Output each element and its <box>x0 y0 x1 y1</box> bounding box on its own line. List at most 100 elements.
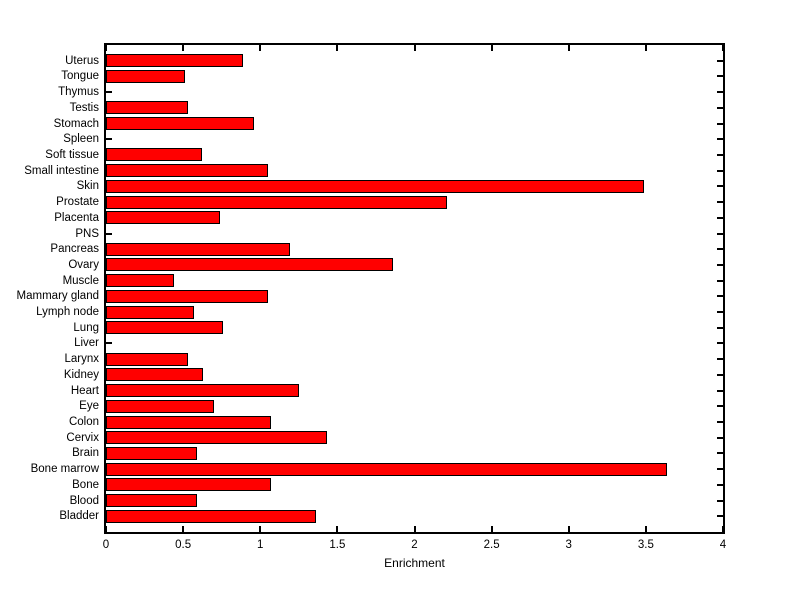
ytick-label-uterus: Uterus <box>65 54 99 67</box>
ytick-label-muscle: Muscle <box>62 274 99 287</box>
bar-bone <box>106 478 271 492</box>
ytick-label-bone-marrow: Bone marrow <box>30 463 99 476</box>
y-tick-right-lung <box>717 326 723 329</box>
bar-lung <box>106 321 223 335</box>
y-tick-right-thymus <box>717 91 723 94</box>
ytick-label-tongue: Tongue <box>61 70 99 83</box>
xtick-label-4: 4 <box>719 539 727 551</box>
ytick-label-skin: Skin <box>76 180 99 193</box>
ytick-label-colon: Colon <box>68 416 99 429</box>
y-tick-right-bone-marrow <box>717 468 723 471</box>
xtick-label-0: 0 <box>102 539 110 551</box>
bar-placenta <box>106 211 220 225</box>
x-tick-bottom-2.5 <box>490 526 493 532</box>
bar-skin <box>106 179 644 193</box>
y-tick-right-tongue <box>717 75 723 78</box>
ytick-label-small-intestine: Small intestine <box>24 164 99 177</box>
ytick-label-blood: Blood <box>69 494 99 507</box>
ytick-label-heart: Heart <box>70 384 99 397</box>
y-tick-right-ovary <box>717 263 723 266</box>
y-tick-left-thymus <box>106 91 112 94</box>
ytick-label-brain: Brain <box>72 447 99 460</box>
bar-cervix <box>106 431 327 445</box>
y-tick-right-stomach <box>717 122 723 125</box>
bar-muscle <box>106 274 174 288</box>
x-tick-top-2 <box>413 45 416 51</box>
plot-inner <box>106 45 723 532</box>
y-tick-left-pns <box>106 232 112 235</box>
y-tick-right-cervix <box>717 436 723 439</box>
x-tick-top-3.5 <box>644 45 647 51</box>
bar-blood <box>106 494 197 508</box>
x-tick-bottom-1 <box>259 526 262 532</box>
ytick-label-bladder: Bladder <box>59 510 99 523</box>
x-tick-top-1.5 <box>336 45 339 51</box>
y-tick-right-placenta <box>717 216 723 219</box>
x-tick-top-0.5 <box>182 45 185 51</box>
y-tick-right-lymph-node <box>717 311 723 314</box>
ytick-label-spleen: Spleen <box>63 133 99 146</box>
y-tick-right-colon <box>717 421 723 424</box>
ytick-label-thymus: Thymus <box>58 86 99 99</box>
ytick-label-liver: Liver <box>74 337 99 350</box>
y-tick-left-liver <box>106 342 112 345</box>
y-tick-right-bladder <box>717 515 723 518</box>
x-tick-bottom-2 <box>413 526 416 532</box>
x-tick-top-3 <box>567 45 570 51</box>
x-tick-bottom-0 <box>106 526 107 532</box>
y-tick-right-uterus <box>717 59 723 62</box>
x-tick-bottom-3 <box>567 526 570 532</box>
y-tick-right-pns <box>717 232 723 235</box>
x-tick-top-1 <box>259 45 262 51</box>
xtick-label-0.5: 0.5 <box>175 539 192 551</box>
y-tick-right-small-intestine <box>717 169 723 172</box>
y-tick-right-soft-tissue <box>717 153 723 156</box>
x-axis-title: Enrichment <box>384 556 445 570</box>
ytick-label-placenta: Placenta <box>54 211 99 224</box>
bar-stomach <box>106 117 254 131</box>
y-tick-left-spleen <box>106 138 112 141</box>
y-tick-right-larynx <box>717 358 723 361</box>
ytick-label-eye: Eye <box>79 400 99 413</box>
bar-testis <box>106 101 188 115</box>
y-tick-right-liver <box>717 342 723 345</box>
y-tick-right-spleen <box>717 138 723 141</box>
x-tick-bottom-3.5 <box>644 526 647 532</box>
ytick-label-mammary-gland: Mammary gland <box>16 290 99 303</box>
plot-area <box>104 43 725 534</box>
ytick-label-lymph-node: Lymph node <box>36 306 99 319</box>
bar-larynx <box>106 352 188 366</box>
bar-tongue <box>106 69 185 83</box>
y-tick-right-skin <box>717 185 723 188</box>
y-tick-right-kidney <box>717 373 723 376</box>
ytick-label-pancreas: Pancreas <box>50 243 99 256</box>
x-tick-top-0 <box>106 45 107 51</box>
bar-small-intestine <box>106 164 268 178</box>
ytick-label-prostate: Prostate <box>56 196 99 209</box>
y-tick-right-brain <box>717 452 723 455</box>
x-tick-top-4 <box>722 45 723 51</box>
bar-soft-tissue <box>106 148 202 162</box>
ytick-label-soft-tissue: Soft tissue <box>45 148 99 161</box>
bar-kidney <box>106 368 203 382</box>
y-tick-right-prostate <box>717 201 723 204</box>
y-tick-right-heart <box>717 389 723 392</box>
y-tick-right-muscle <box>717 279 723 282</box>
ytick-label-lung: Lung <box>73 321 99 334</box>
x-tick-bottom-1.5 <box>336 526 339 532</box>
ytick-label-larynx: Larynx <box>64 353 99 366</box>
bar-ovary <box>106 258 393 272</box>
x-tick-bottom-0.5 <box>182 526 185 532</box>
y-tick-right-bone <box>717 483 723 486</box>
y-tick-right-mammary-gland <box>717 295 723 298</box>
ytick-label-cervix: Cervix <box>66 431 99 444</box>
y-tick-right-eye <box>717 405 723 408</box>
bar-brain <box>106 446 197 460</box>
bar-uterus <box>106 54 243 68</box>
xtick-label-1.5: 1.5 <box>329 539 346 551</box>
y-tick-right-pancreas <box>717 248 723 251</box>
xtick-label-2.5: 2.5 <box>483 539 500 551</box>
xtick-label-2: 2 <box>411 539 418 551</box>
x-axis-tick-labels: 0 0.5 1 1.5 2 2.5 3 3.5 4 <box>102 538 727 552</box>
